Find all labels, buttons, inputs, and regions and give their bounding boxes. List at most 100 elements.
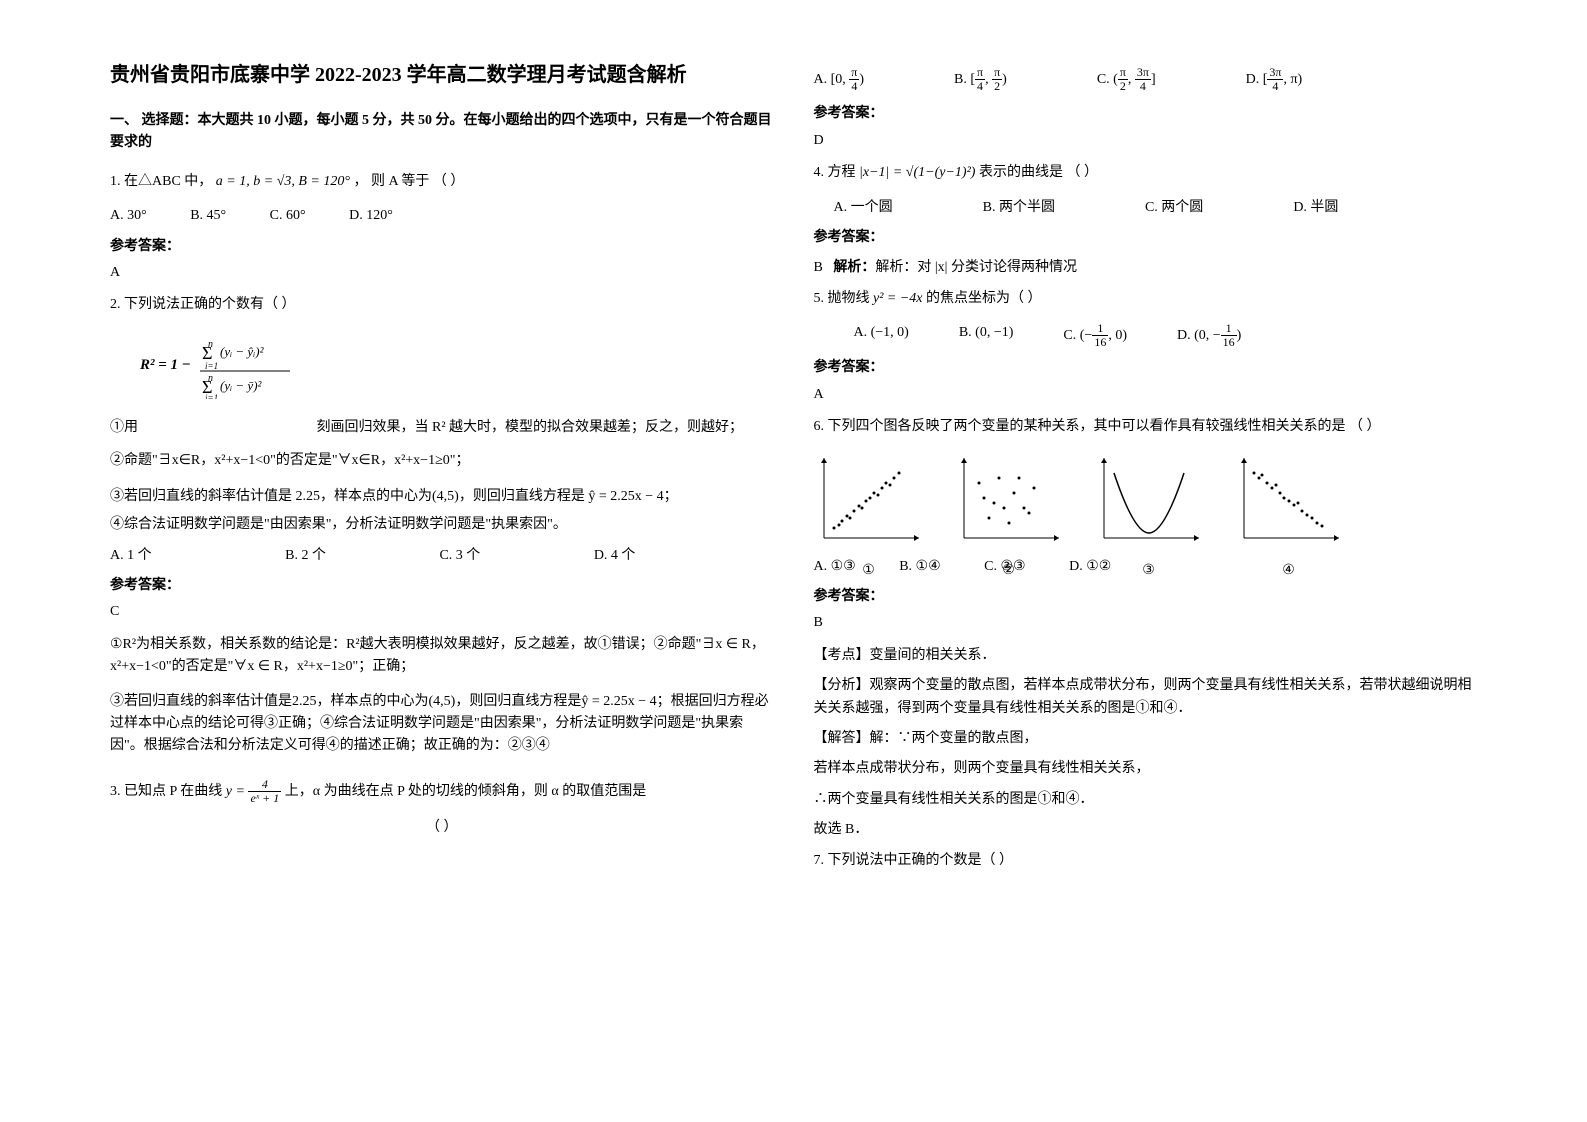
q4-explain-label: 解析： <box>833 260 875 275</box>
q3-optD-frac: 3π4 <box>1267 66 1283 93</box>
q2-item3: ③若回归直线的斜率估计值是 2.25，样本点的中心为(4,5)，则回归直线方程是… <box>110 486 774 508</box>
question-4: 4. 方程 |x−1| = √(1−(y−1)²) 表示的曲线是 （ ） <box>814 162 1478 184</box>
q2-item1-pre: ①用 <box>110 420 138 435</box>
q3-optC-post: ] <box>1151 72 1156 87</box>
q5-answer-label: 参考答案： <box>814 357 1478 379</box>
q3-option-a: A. [0, π4) <box>814 66 865 93</box>
q6-answer-label: 参考答案： <box>814 586 1478 608</box>
q4-option-b: B. 两个半圆 <box>983 197 1055 219</box>
q2-formula: R² = 1 − n Σ i=1 (yᵢ − ŷᵢ)² n Σ i=1 (yᵢ … <box>140 329 774 407</box>
q2-item1: ①用 刻画回归效果，当 R² 越大时，模型的拟合效果越差；反之，则越好； <box>110 417 774 439</box>
q1-option-c: C. 60° <box>270 205 306 227</box>
question-1: 1. 在△ABC 中， a = 1, b = √3, B = 120° ， 则 … <box>110 171 774 193</box>
plot-label-2: ② <box>954 560 1064 582</box>
q6-answer: B <box>814 612 1478 634</box>
q4-equation: |x−1| = √(1−(y−1)²) <box>859 165 975 180</box>
q4-stem-pre: 4. 方程 <box>814 165 856 180</box>
q3-paren: （ ） <box>110 817 774 839</box>
q3-answer-label: 参考答案： <box>814 103 1478 125</box>
q4-option-c: C. 两个圆 <box>1145 197 1203 219</box>
q2-item4: ④综合法证明数学问题是"由因索果"，分析法证明数学问题是"执果索因"。 <box>110 514 774 536</box>
question-7: 7. 下列说法中正确的个数是（ ） <box>814 850 1478 872</box>
q3-option-d: D. [3π4, π) <box>1246 66 1303 93</box>
question-5: 5. 抛物线 y² = −4x 的焦点坐标为（ ） <box>814 288 1478 310</box>
svg-text:R² = 1 −: R² = 1 − <box>140 357 191 373</box>
q3-optC-frac2: 3π4 <box>1135 66 1151 93</box>
q1-answer-label: 参考答案： <box>110 236 774 258</box>
svg-text:i=1: i=1 <box>205 361 218 371</box>
q4-options: A. 一个圆 B. 两个半圆 C. 两个圆 D. 半圆 <box>834 197 1478 219</box>
q2-item2: ②命题"∃x∈R，x²+x−1<0"的否定是"∀x∈R，x²+x−1≥0"； <box>110 450 774 472</box>
q3-optA-pre: A. [0, <box>814 72 850 87</box>
q6-tag-analysis: 【分析】观察两个变量的散点图，若样本点成带状分布，则两个变量具有线性相关关系，若… <box>814 675 1478 720</box>
q1-stem-post: ， 则 A 等于 （ ） <box>353 174 464 189</box>
q5-optD-frac: 116 <box>1221 322 1237 349</box>
q4-option-d: D. 半圆 <box>1293 197 1338 219</box>
scatter-plot-4: ④ <box>1234 453 1344 548</box>
q3-optC-frac1: π2 <box>1118 66 1128 93</box>
q3-optA-post: ) <box>859 72 864 87</box>
right-column: A. [0, π4) B. [π4, π2) C. (π2, 3π4] D. [… <box>794 60 1498 1062</box>
q5-optD-pre: D. (0, − <box>1177 328 1221 343</box>
q3-curve-formula: y = 4eˣ + 1 <box>226 784 281 799</box>
q3-optB-frac2: π2 <box>992 66 1002 93</box>
q2-option-c: C. 3 个 <box>439 545 480 567</box>
q3-option-c: C. (π2, 3π4] <box>1097 66 1156 93</box>
question-2: 2. 下列说法正确的个数有（ ） <box>110 294 774 316</box>
svg-text:(yᵢ − ȳ)²: (yᵢ − ȳ)² <box>220 378 263 393</box>
section-description: 一、 选择题：本大题共 10 小题，每小题 5 分，共 50 分。在每小题给出的… <box>110 110 774 155</box>
q1-option-b: B. 45° <box>190 205 226 227</box>
q3-optB-pre: B. [ <box>954 72 975 87</box>
left-column: 贵州省贵阳市底寨中学 2022-2023 学年高二数学理月考试题含解析 一、 选… <box>90 60 794 1062</box>
q3-optB-mid: , <box>985 72 992 87</box>
question-3: 3. 已知点 P 在曲线 y = 4eˣ + 1 上，α 为曲线在点 P 处的切… <box>110 778 774 805</box>
r-squared-formula-svg: R² = 1 − n Σ i=1 (yᵢ − ŷᵢ)² n Σ i=1 (yᵢ … <box>140 329 310 399</box>
q1-answer: A <box>110 262 774 284</box>
q2-explanation-2: ③若回归直线的斜率估计值是2.25，样本点的中心为(4,5)，则回归直线方程是ŷ… <box>110 691 774 758</box>
q2-answer-label: 参考答案： <box>110 575 774 597</box>
plot-label-4: ④ <box>1234 560 1344 582</box>
q5-equation: y² = −4x <box>873 291 926 306</box>
q4-answer-label: 参考答案： <box>814 227 1478 249</box>
q6-tag-topic: 【考点】变量间的相关关系． <box>814 645 1478 667</box>
svg-text:i=1: i=1 <box>205 393 218 399</box>
q1-option-a: A. 30° <box>110 205 147 227</box>
q3-optB-post: ) <box>1002 72 1007 87</box>
q4-answer-line: B 解析：解析：对 |x| 分类讨论得两种情况 <box>814 257 1478 279</box>
q5-optC-pre: C. (− <box>1063 328 1092 343</box>
plot-label-3: ③ <box>1094 560 1204 582</box>
q3-optA-frac: π4 <box>849 66 859 93</box>
page-title: 贵州省贵阳市底寨中学 2022-2023 学年高二数学理月考试题含解析 <box>110 60 774 90</box>
q3-optB-frac1: π4 <box>975 66 985 93</box>
q4-option-a: A. 一个圆 <box>834 197 893 219</box>
q5-optC-frac: 116 <box>1092 322 1108 349</box>
q5-option-c: C. (−116, 0) <box>1063 322 1127 349</box>
q3-stem-pre: 3. 已知点 P 在曲线 <box>110 784 222 799</box>
q3-optC-pre: C. ( <box>1097 72 1118 87</box>
q2-answer: C <box>110 601 774 623</box>
q6-tag-line1: 若样本点成带状分布，则两个变量具有线性相关关系， <box>814 758 1478 780</box>
q5-optC-post: , 0) <box>1108 328 1127 343</box>
q6-tag-conclusion: 故选 B． <box>814 819 1478 841</box>
scatter-plot-1: ① <box>814 453 924 548</box>
q5-option-d: D. (0, −116) <box>1177 322 1241 349</box>
q3-answer: D <box>814 130 1478 152</box>
q5-answer: A <box>814 384 1478 406</box>
q2-explanation-1: ①R²为相关系数，相关系数的结论是：R²越大表明模拟效果越好，反之越差，故①错误… <box>110 634 774 679</box>
svg-text:Σ: Σ <box>202 343 212 363</box>
q5-option-a: A. (−1, 0) <box>854 322 909 349</box>
q6-scatter-plots: ① ② ③ <box>814 453 1478 548</box>
q5-options: A. (−1, 0) B. (0, −1) C. (−116, 0) D. (0… <box>854 322 1478 349</box>
q3-optD-post: , π) <box>1283 72 1302 87</box>
question-6: 6. 下列四个图各反映了两个变量的某种关系，其中可以看作具有较强线性相关关系的是… <box>814 416 1478 438</box>
q2-option-a: A. 1 个 <box>110 545 152 567</box>
q5-stem-pre: 5. 抛物线 <box>814 291 870 306</box>
q1-stem-pre: 1. 在△ABC 中， <box>110 174 212 189</box>
q5-optD-post: ) <box>1237 328 1242 343</box>
scatter-plot-2: ② <box>954 453 1064 548</box>
q4-answer: B <box>814 260 823 275</box>
q2-options: A. 1 个 B. 2 个 C. 3 个 D. 4 个 <box>110 545 774 567</box>
q1-condition: a = 1, b = √3, B = 120° <box>216 174 350 189</box>
q4-explanation: 解析：对 |x| 分类讨论得两种情况 <box>875 260 1077 275</box>
q5-stem-post: 的焦点坐标为（ ） <box>926 291 1042 306</box>
